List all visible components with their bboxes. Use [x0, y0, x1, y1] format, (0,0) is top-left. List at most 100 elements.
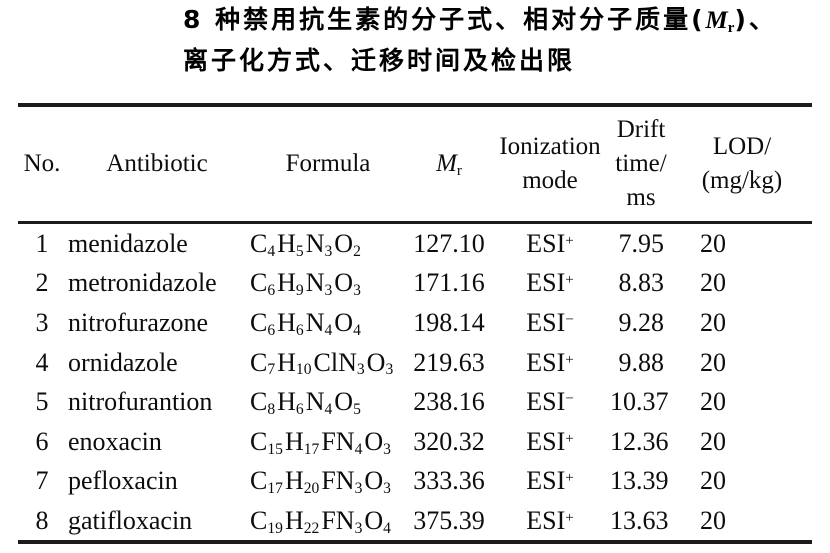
header-ionization-mode: Ionization mode [490, 130, 610, 198]
cell-formula: C17H20FN3O3 [250, 466, 391, 498]
table-row-6: 6 enoxacin C15H17FN4O3 320.32 ESI+ 12.36… [18, 422, 812, 462]
cell-no: 3 [35, 307, 49, 337]
cell-lod: 20 [700, 426, 726, 456]
header-lod-line2: (mg/kg) [701, 167, 783, 194]
cell-lod: 20 [700, 347, 726, 377]
cell-mr: 127.10 [413, 228, 485, 258]
caption-line1-prefix: 8 种禁用抗生素的分子式、相对分子质量( [183, 5, 706, 34]
esi-sign: + [565, 470, 574, 487]
header-ionization-line1: Ionization [499, 133, 601, 160]
caption-line1-suffix: )、 [734, 5, 777, 34]
header-mr-subscript: r [456, 162, 462, 179]
header-lod-line1: LOD/ [712, 133, 772, 160]
cell-ionization: ESI+ [490, 268, 610, 298]
table-row-3: 3 nitrofurazone C6H6N4O4 198.14 ESI− 9.2… [18, 303, 812, 343]
cell-antibiotic: ornidazole [68, 347, 178, 377]
esi-base: ESI [526, 307, 566, 337]
header-formula: Formula [285, 150, 371, 177]
cell-ionization: ESI+ [490, 506, 610, 536]
esi-sign: − [565, 312, 574, 329]
cell-drift-time: 8.83 [618, 268, 665, 298]
esi-sign: + [565, 233, 574, 250]
header-drift-line2: time/ [615, 150, 667, 177]
table-row-5: 5 nitrofurantion C8H6N4O5 238.16 ESI− 10… [18, 382, 812, 422]
cell-mr: 171.16 [413, 268, 485, 298]
mr-base: M [705, 7, 728, 34]
cell-ionization: ESI+ [490, 466, 610, 496]
cell-antibiotic: nitrofurantion [68, 387, 213, 417]
cell-ionization: ESI+ [490, 348, 610, 378]
table-row-1: 1 menidazole C4H5N3O2 127.10 ESI+ 7.95 2… [18, 224, 812, 264]
cell-drift-time: 9.28 [618, 307, 665, 337]
cell-no: 1 [35, 228, 49, 258]
header-drift-line1: Drift [616, 116, 666, 143]
header-lod: LOD/ (mg/kg) [672, 130, 812, 198]
cell-ionization: ESI− [490, 308, 610, 338]
header-ionization-line2: mode [522, 167, 578, 194]
cell-no: 4 [35, 347, 49, 377]
esi-base: ESI [526, 505, 566, 535]
cell-formula: C4H5N3O2 [250, 228, 361, 260]
cell-antibiotic: nitrofurazone [68, 307, 209, 337]
cell-formula: C15H17FN4O3 [250, 426, 391, 458]
table-header-rule [18, 221, 812, 224]
cell-formula: C8H6N4O5 [250, 387, 361, 419]
esi-sign: + [565, 510, 574, 527]
cell-antibiotic: metronidazole [68, 268, 217, 298]
cell-no: 5 [35, 387, 49, 417]
header-no: No. [23, 150, 61, 177]
cell-antibiotic: menidazole [68, 228, 188, 258]
cell-formula: C19H22FN3O4 [250, 505, 391, 537]
cell-mr: 198.14 [413, 307, 485, 337]
cell-formula: C6H6N4O4 [250, 307, 361, 339]
header-mr: Mr [408, 147, 490, 181]
cell-mr: 238.16 [413, 387, 485, 417]
table-top-rule [18, 103, 812, 107]
caption-line-2: 离子化方式、迁移时间及检出限 [183, 46, 576, 75]
cell-lod: 20 [700, 466, 726, 496]
cell-no: 6 [35, 426, 49, 456]
cell-drift-time: 10.37 [610, 387, 669, 417]
table-row-2: 2 metronidazole C6H9N3O3 171.16 ESI+ 8.8… [18, 264, 812, 304]
esi-sign: + [565, 430, 574, 447]
esi-base: ESI [526, 426, 566, 456]
cell-lod: 20 [700, 387, 726, 417]
cell-lod: 20 [700, 505, 726, 535]
cell-drift-time: 12.36 [610, 426, 669, 456]
cell-formula: C6H9N3O3 [250, 268, 361, 300]
header-antibiotic: Antibiotic [106, 150, 208, 177]
cell-mr: 333.36 [413, 466, 485, 496]
cell-no: 2 [35, 268, 49, 298]
table-header-row: No. Antibiotic Formula Mr Ionization mod… [18, 106, 812, 222]
table-bottom-rule [18, 540, 812, 544]
table-row-8: 8 gatifloxacin C19H22FN3O4 375.39 ESI+ 1… [18, 501, 812, 541]
cell-lod: 20 [700, 268, 726, 298]
cell-ionization: ESI− [490, 387, 610, 417]
cell-no: 7 [35, 466, 49, 496]
cell-lod: 20 [700, 307, 726, 337]
cell-drift-time: 9.88 [618, 347, 665, 377]
mr-subscript: r [727, 19, 735, 36]
header-drift-time: Drift time/ ms [610, 113, 672, 215]
table-body: 1 menidazole C4H5N3O2 127.10 ESI+ 7.95 2… [18, 224, 812, 541]
cell-no: 8 [35, 505, 49, 535]
table-row-7: 7 pefloxacin C17H20FN3O3 333.36 ESI+ 13.… [18, 462, 812, 502]
cell-mr: 320.32 [413, 426, 485, 456]
esi-base: ESI [526, 387, 566, 417]
cell-ionization: ESI+ [490, 427, 610, 457]
caption-mr-symbol: Mr [705, 7, 735, 36]
cell-drift-time: 13.63 [610, 505, 669, 535]
esi-base: ESI [526, 268, 566, 298]
cell-ionization: ESI+ [490, 229, 610, 259]
cell-formula: C7H10ClN3O3 [250, 347, 394, 379]
esi-sign: − [565, 391, 574, 408]
cell-lod: 20 [700, 228, 726, 258]
cell-drift-time: 13.39 [610, 466, 669, 496]
esi-base: ESI [526, 228, 566, 258]
esi-base: ESI [526, 466, 566, 496]
table-row-4: 4 ornidazole C7H10ClN3O3 219.63 ESI+ 9.8… [18, 343, 812, 383]
cell-antibiotic: enoxacin [68, 426, 162, 456]
table-caption: 8 种禁用抗生素的分子式、相对分子质量(Mr)、 离子化方式、迁移时间及检出限 [183, 0, 777, 81]
esi-sign: + [565, 272, 574, 289]
